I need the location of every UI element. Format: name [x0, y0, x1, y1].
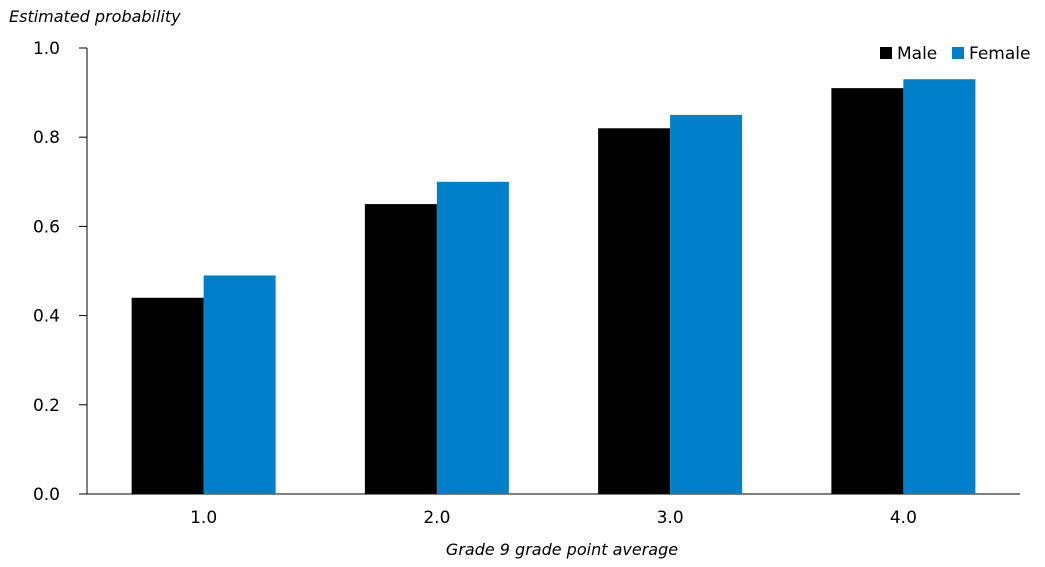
x-tick-label: 3.0 [657, 508, 684, 528]
bar-male-2.0 [364, 204, 437, 494]
legend: Male Female [880, 44, 1030, 64]
y-tick-label: 0.2 [33, 396, 60, 416]
bar-female-3.0 [670, 114, 743, 495]
bar-series-female [203, 79, 976, 495]
bar-female-4.0 [903, 79, 976, 494]
y-tick-label: 1.0 [33, 39, 60, 59]
legend-swatch-male [880, 47, 892, 59]
y-tick-label: 0.8 [33, 128, 60, 148]
bar-male-4.0 [831, 88, 904, 494]
y-axis: 0.0 0.2 0.4 0.6 0.8 1.0 [33, 39, 88, 505]
y-tick-label: 0.0 [33, 485, 60, 505]
y-axis-title: Estimated probability [9, 7, 181, 26]
x-tick-label: 1.0 [190, 508, 217, 528]
x-axis-title: Grade 9 grade point average [446, 540, 678, 559]
bar-female-2.0 [436, 181, 509, 495]
bar-male-3.0 [598, 128, 671, 494]
y-tick-label: 0.6 [33, 217, 60, 237]
legend-swatch-female [952, 47, 964, 59]
bar-series-male [131, 88, 904, 494]
x-axis: 1.0 2.0 3.0 4.0 [87, 493, 1020, 528]
bar-series-group [131, 79, 976, 495]
legend-label-male: Male [897, 44, 937, 64]
legend-label-female: Female [969, 44, 1030, 64]
bar-female-1.0 [203, 275, 276, 494]
bar-male-1.0 [131, 297, 204, 494]
x-tick-label: 4.0 [890, 508, 917, 528]
x-tick-label: 2.0 [423, 508, 450, 528]
y-tick-label: 0.4 [33, 307, 60, 327]
